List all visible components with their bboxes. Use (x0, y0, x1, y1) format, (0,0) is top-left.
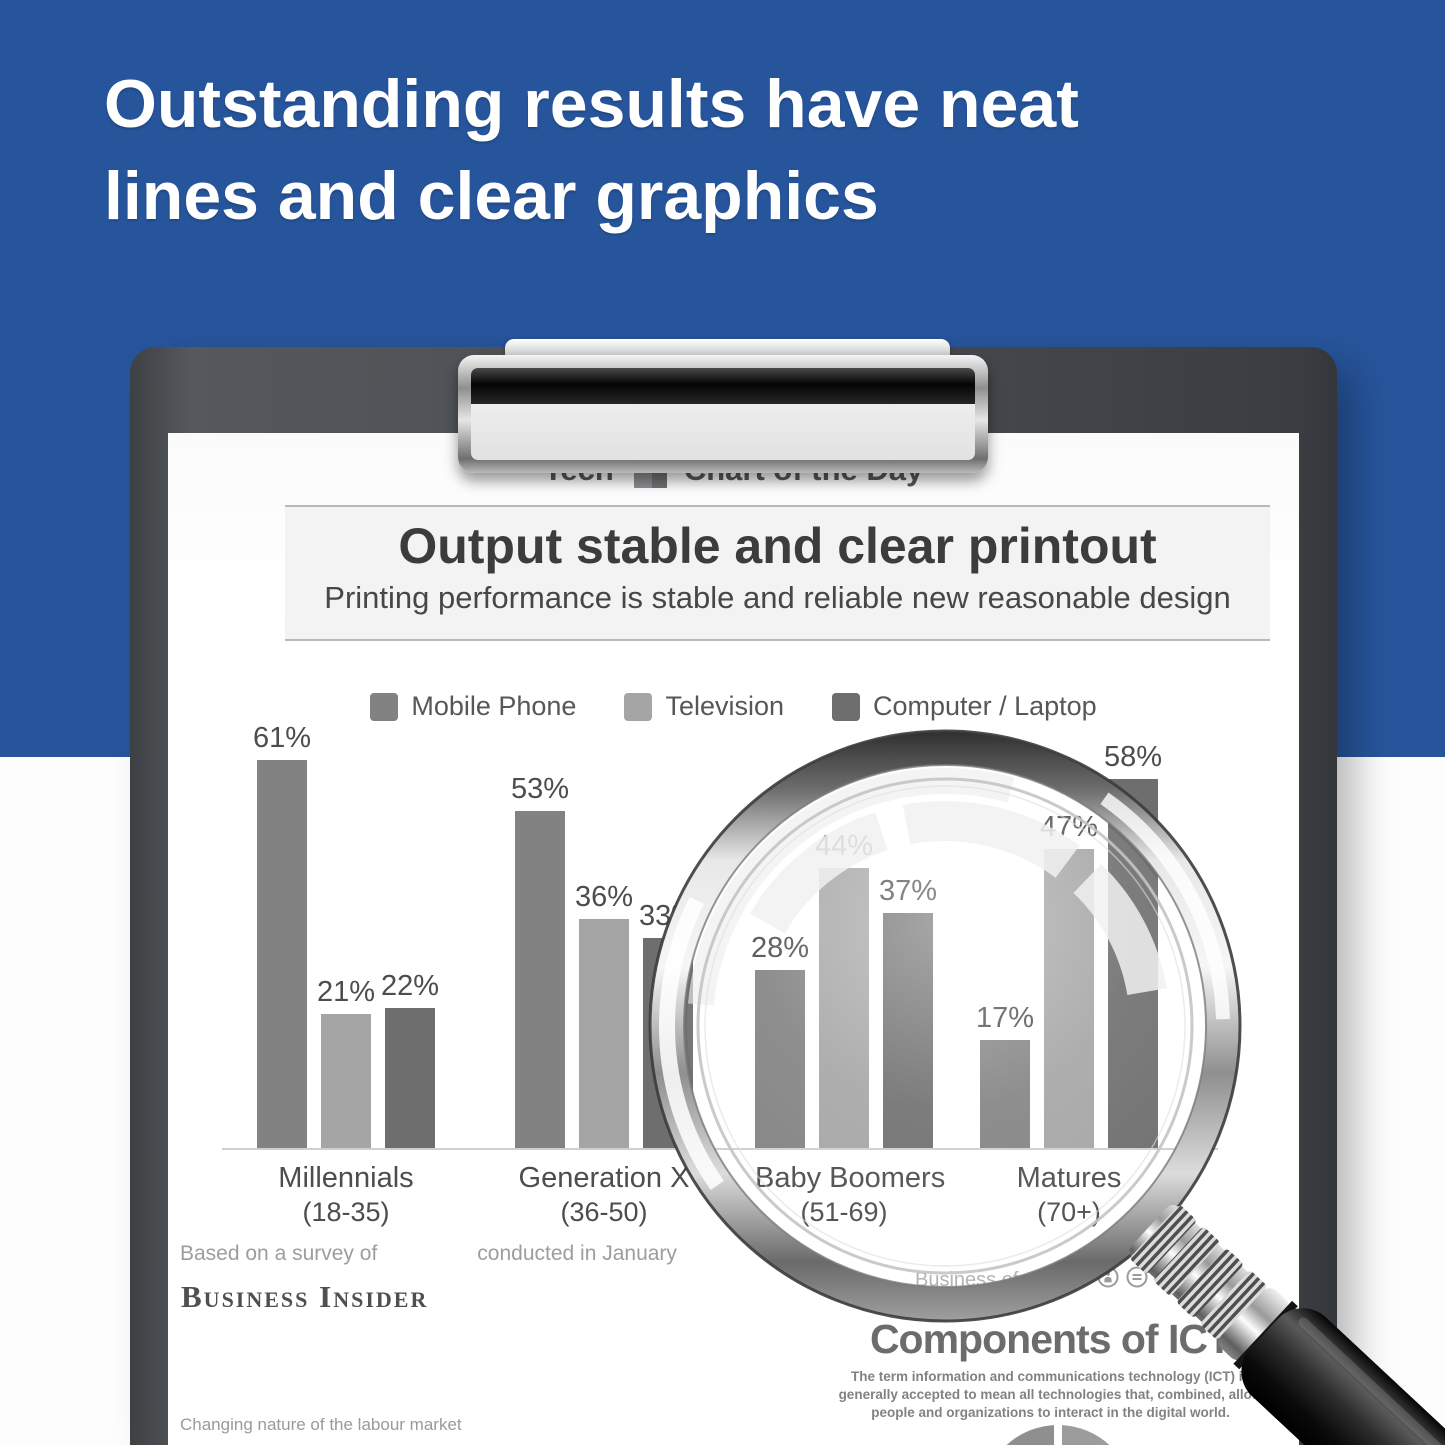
legend-swatch-computer-laptop-icon (832, 692, 861, 721)
banner-headline-line1: Outstanding results have neat (104, 66, 1079, 142)
chart-subtitle: Printing performance is stable and relia… (324, 580, 1231, 615)
bar-value-label: 36% (574, 881, 634, 913)
title-block: Output stable and clear printout Printin… (285, 505, 1270, 641)
svg-text:c: c (1076, 1272, 1082, 1284)
survey-footnote-suffix: conducted in January (477, 1242, 677, 1265)
bar-mobile-phone (755, 970, 805, 1148)
chart-title: Output stable and clear printout (398, 518, 1157, 574)
bar-value-label: 33% (638, 900, 698, 932)
bar-value-label: 58% (1103, 741, 1163, 773)
bar-television (1044, 849, 1094, 1148)
bar-group: 61% 21% 22% Millennials (18-35) (253, 700, 439, 1230)
category-label: Baby Boomers (51-69) (755, 1162, 946, 1228)
bar-mobile-phone (257, 760, 307, 1148)
legend-swatch-mobile-phone-icon (370, 692, 399, 721)
bar-group: 28% 44% 37% Baby Boomers (51-69) (751, 700, 946, 1230)
legend-swatch-television-icon (624, 692, 653, 721)
bar-mobile-phone (980, 1040, 1030, 1148)
ict-body-text: The term information and communications … (838, 1369, 1263, 1420)
watermark-text: Business of (915, 1269, 1019, 1291)
legend-label: Television (665, 691, 785, 721)
legend-item-television: Television (624, 691, 784, 722)
pie-chart-partial (982, 1425, 1134, 1445)
category-label: Generation X (36-50) (518, 1162, 690, 1228)
bar-value-label: 22% (380, 970, 440, 1002)
clipboard: Tech Chart of the Day Output stable and … (130, 339, 1337, 1445)
bar-value-label: 37% (878, 875, 938, 907)
bar-computer-laptop (1108, 779, 1158, 1148)
bar-computer-laptop (385, 1008, 435, 1148)
bar-value-label: 21% (316, 976, 376, 1008)
legend-label: Mobile Phone (411, 691, 577, 721)
bar-value-label: 17% (975, 1002, 1035, 1034)
banner-headline-line2: lines and clear graphics (104, 158, 879, 235)
ict-section: Components of ICT The term information a… (828, 1316, 1273, 1422)
ict-heading: Components of ICT (869, 1316, 1232, 1362)
legend-label: Computer / Laptop (873, 691, 1097, 721)
bar-television (819, 868, 869, 1148)
legend-item-mobile-phone: Mobile Phone (370, 691, 576, 722)
bar-value-label: 47% (1039, 811, 1099, 843)
bar-group: 17% 47% 58% Matures (70+) (976, 700, 1162, 1230)
bar-chart: 61% 21% 22% Millennials (18-35) 53% 36% 33% Gene… (222, 700, 1218, 1227)
printout-paper: Tech Chart of the Day Output stable and … (168, 433, 1299, 1445)
clipboard-clip (458, 355, 988, 473)
category-label: Millennials (18-35) (278, 1162, 414, 1228)
bar-value-label: 61% (252, 722, 312, 754)
bar-television (579, 919, 629, 1148)
bar-value-label: 44% (814, 830, 874, 862)
chart-legend: Mobile Phone Television Computer / Lapto… (168, 691, 1299, 722)
license-icon-row: c (1068, 1266, 1148, 1288)
category-label: Matures (70+) (1016, 1162, 1122, 1228)
bar-television (321, 1014, 371, 1148)
bar-value-label: 28% (750, 932, 810, 964)
bar-group: 53% 36% 33% Generation X (36-50) (511, 700, 697, 1230)
survey-footnote: Based on a survey of conducted in January (180, 1242, 677, 1266)
cc-circle-icon: c (1068, 1266, 1090, 1288)
equals-circle-icon (1126, 1266, 1148, 1288)
attribution-person-icon (1097, 1266, 1119, 1288)
legend-item-computer-laptop: Computer / Laptop (832, 691, 1097, 722)
bar-mobile-phone (515, 811, 565, 1148)
bar-computer-laptop (883, 913, 933, 1148)
survey-footnote-prefix: Based on a survey of (180, 1242, 378, 1265)
bar-value-label: 53% (510, 773, 570, 805)
bottom-caption: Changing nature of the labour market (180, 1415, 462, 1434)
bar-computer-laptop (643, 938, 693, 1148)
publisher-logo: Business Insider (181, 1279, 429, 1314)
banner-headline: Outstanding results have neat lines and … (104, 58, 1079, 243)
clip-inner (471, 368, 975, 460)
clip-roller (471, 368, 975, 404)
